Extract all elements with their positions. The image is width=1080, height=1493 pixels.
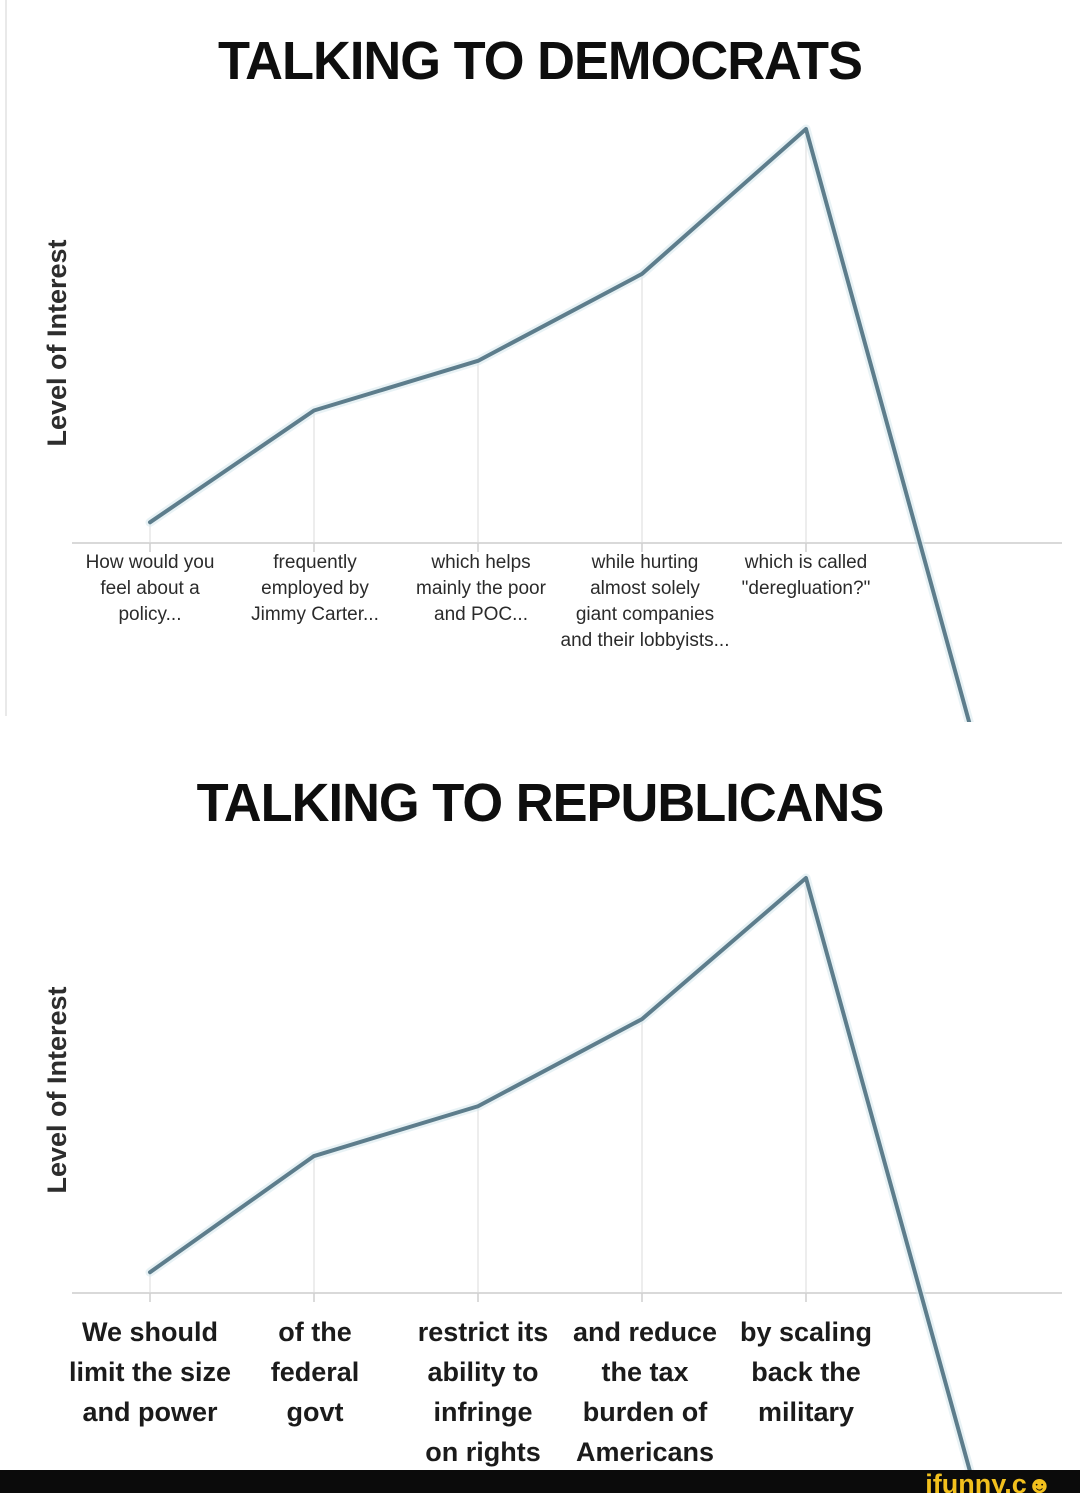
- republicans-chart-svg: [72, 873, 1062, 1470]
- democrats-chart-svg: [72, 124, 1062, 722]
- smiley-face-icon: ☻: [1026, 1472, 1052, 1493]
- data-line-halo: [145, 124, 974, 722]
- republicans-chart-title: TALKING TO REPUBLICANS: [196, 773, 885, 833]
- ifunny-watermark-bar: ifunny.c☻: [0, 1470, 1080, 1493]
- data-line-halo: [145, 873, 975, 1470]
- democrats-chart-panel: TALKING TO DEMOCRATS Level of Interest H…: [0, 0, 1080, 722]
- democrats-chart-title: TALKING TO DEMOCRATS: [217, 31, 863, 91]
- republicans-chart-panel: TALKING TO REPUBLICANS Level of Interest…: [0, 722, 1080, 1470]
- ifunny-watermark: ifunny.c☻: [925, 1471, 1052, 1493]
- ifunny-watermark-label: ifunny.c: [925, 1470, 1027, 1493]
- data-line: [148, 127, 972, 722]
- data-line: [148, 876, 972, 1470]
- left-edge-artifact: [5, 0, 7, 716]
